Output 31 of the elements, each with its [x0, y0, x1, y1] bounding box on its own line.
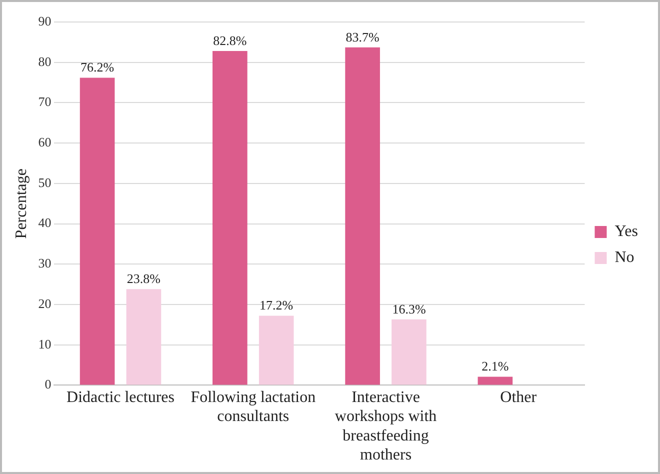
y-tick-label: 10 — [38, 336, 52, 352]
bar — [392, 319, 426, 385]
legend-label: Yes — [614, 223, 638, 240]
data-label: 16.3% — [392, 301, 426, 316]
data-label: 2.1% — [482, 358, 509, 374]
bar — [478, 376, 513, 385]
x-tick-label: Didactic lectures — [66, 389, 174, 406]
y-tick-label: 80 — [38, 54, 52, 69]
bar — [212, 51, 248, 385]
y-axis-title: Percentage — [12, 168, 30, 239]
y-tick-label: 90 — [38, 13, 52, 28]
y-tick-label: 60 — [38, 134, 52, 150]
data-label: 76.2% — [80, 60, 114, 75]
y-tick-label: 50 — [38, 174, 52, 190]
data-label: 82.8% — [213, 32, 247, 48]
data-label: 23.8% — [126, 271, 161, 286]
y-tick-label: 40 — [38, 215, 52, 230]
y-tick-label: 30 — [38, 256, 52, 271]
y-tick-label: 70 — [38, 94, 52, 110]
bar — [345, 47, 380, 385]
y-tick-label: 20 — [38, 296, 52, 311]
data-label: 83.7% — [346, 29, 380, 44]
y-tick-label: 0 — [44, 376, 52, 392]
x-tick-label: Following lactation consultants — [190, 389, 316, 426]
data-label: 17.2% — [260, 298, 294, 313]
legend-label: No — [614, 249, 634, 266]
bar — [126, 289, 162, 385]
bar — [258, 316, 294, 385]
x-tick-label: Interactive workshops with breastfeeding mothers — [334, 389, 437, 464]
x-tick-label: Other — [500, 389, 538, 406]
bar — [80, 78, 115, 385]
